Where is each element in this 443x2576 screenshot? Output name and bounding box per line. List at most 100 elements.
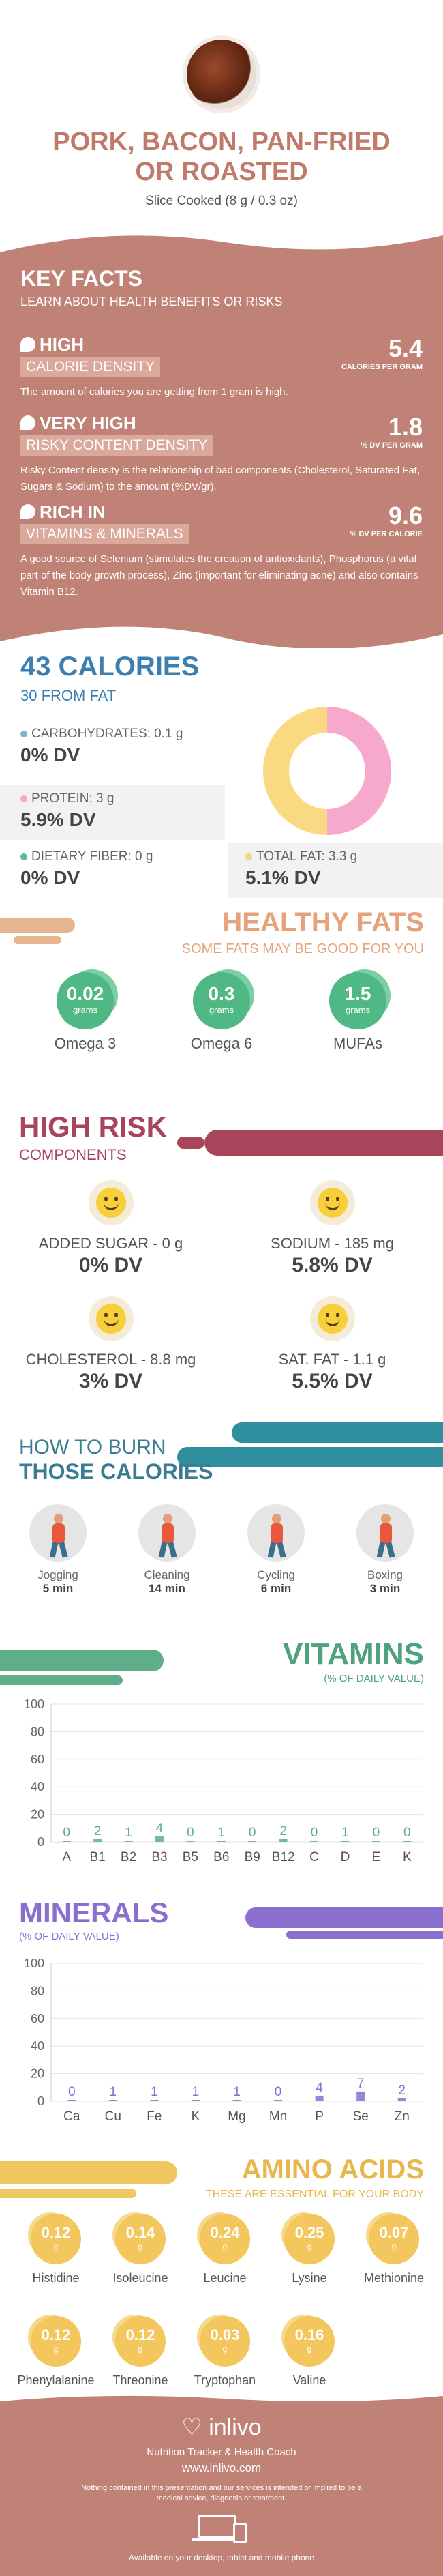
heart-icon: ♡ (181, 2414, 202, 2440)
burn-activity: Boxing (367, 1568, 403, 1581)
nutrient-protein: PROTEIN: 3 g 5.9% DV (0, 785, 225, 840)
amino-badge: 0.24 g (200, 2214, 250, 2264)
decor-stripe (0, 1675, 123, 1685)
amino-item: 0.14 g Isoleucine (98, 2214, 183, 2285)
burn-time: 3 min (369, 1582, 401, 1595)
high-risk-subtitle: COMPONENTS (19, 1146, 127, 1163)
x-tick-label: K (403, 1850, 412, 1864)
bar (124, 1840, 133, 1842)
key-fact-item: VERY HIGH RISKY CONTENT DENSITY 1.8% DV PE… (20, 413, 423, 495)
decor-stripe (0, 1650, 164, 1671)
burn-time: 6 min (260, 1582, 292, 1595)
bar (248, 1841, 257, 1842)
amino-item: 0.12 g Threonine (98, 2316, 183, 2388)
bar-value-label: 0 (403, 1826, 411, 1840)
bar-value-label: 4 (316, 2081, 323, 2095)
amino-item: 0.24 g Leucine (183, 2214, 267, 2285)
healthy-fat-badge: 0.02 grams (57, 972, 114, 1029)
bar (356, 2091, 365, 2101)
bullet-icon (20, 853, 27, 860)
amino-badge: 0.16 g (284, 2316, 335, 2367)
brand-tagline: Nutrition Tracker & Health Coach (147, 2446, 296, 2458)
vitamins-section: VITAMINS (% OF DAILY VALUE) 0 20 40 60 80 100… (0, 1630, 443, 1883)
decor-stripe (286, 1931, 443, 1939)
nutrient-fat: TOTAL FAT: 3.3 g 5.1% DV (228, 843, 443, 898)
risk-dv: 3% DV (78, 1370, 143, 1392)
key-fact-unit: CALORIES PER GRAM (341, 363, 423, 371)
risk-dv: 5.8% DV (292, 1254, 373, 1276)
healthy-fat-item: 0.3 grams Omega 6 (177, 972, 266, 1053)
x-tick-label: Se (353, 2109, 369, 2124)
decor-stripe (177, 1447, 443, 1467)
bar (310, 1841, 319, 1842)
bullet-icon (245, 853, 252, 860)
bar (67, 2100, 76, 2101)
amino-value: 0.07 (379, 2224, 409, 2241)
bar (341, 1840, 350, 1842)
nutrient-label: PROTEIN: 3 g (31, 791, 114, 806)
header: PORK, BACON, PAN-FRIED OR ROASTED Slice … (0, 0, 443, 225)
bar-value-label: 7 (357, 2077, 365, 2091)
key-fact-level: RICH IN (20, 501, 423, 523)
cycling-icon (247, 1504, 305, 1562)
grin-face-icon (88, 1180, 134, 1225)
healthy-fat-unit: grams (72, 1005, 98, 1015)
devices-text: Available on your desktop, tablet and mo… (129, 2553, 314, 2562)
x-tick-label: A (62, 1850, 71, 1864)
minerals-subtitle: (% OF DAILY VALUE) (19, 1931, 119, 1942)
nutrient-label: TOTAL FAT: 3.3 g (256, 849, 358, 864)
bar (186, 1841, 195, 1842)
amino-unit: g (391, 2242, 397, 2251)
page-title: PORK, BACON, PAN-FRIED OR ROASTED (52, 128, 391, 186)
risk-item: ADDED SUGAR - 0 g 0% DV (0, 1180, 222, 1277)
amino-value: 0.12 (125, 2326, 155, 2343)
amino-value: 0.16 (294, 2326, 324, 2343)
brand-url[interactable]: www.inlivo.com (181, 2461, 262, 2474)
healthy-fat-label: Omega 6 (190, 1035, 253, 1052)
boxing-icon (356, 1504, 414, 1562)
key-fact-unit: % DV PER CALORIE (350, 530, 423, 538)
burn-time: 5 min (42, 1582, 74, 1595)
leaf-icon (20, 504, 35, 519)
amino-unit: g (222, 2344, 228, 2354)
brand-logo: ♡ inlivo (0, 2414, 443, 2441)
bar (62, 1841, 71, 1842)
minerals-bar-chart: 0 20 40 60 80 100 0 Ca 1 Cu 1 Fe 1 K 1 Mg 0 Mn 4 P 7 Se 2 Zn (24, 1957, 423, 2124)
footer: ♡ inlivo Nutrition Tracker & Health Coac… (0, 2395, 443, 2576)
healthy-fats-section: HEALTHY FATS SOME FATS MAY BE GOOD FOR Y… (0, 901, 443, 1071)
decor-stripe (0, 2161, 177, 2184)
x-tick-label: B6 (213, 1850, 229, 1864)
healthy-fat-badge: 0.3 grams (193, 972, 250, 1029)
bar-value-label: 2 (398, 2083, 406, 2098)
y-tick-label: 20 (31, 2067, 44, 2081)
macro-donut-chart (263, 707, 391, 835)
risk-dv: 5.5% DV (292, 1370, 373, 1392)
amino-badge: 0.12 g (115, 2316, 166, 2367)
amino-unit: g (222, 2242, 228, 2251)
risk-label: ADDED SUGAR - 0 g (38, 1235, 183, 1252)
x-tick-label: P (315, 2109, 324, 2124)
bar (371, 1841, 380, 1842)
healthy-fat-value: 0.02 (66, 983, 104, 1004)
bar-value-label: 2 (94, 1824, 102, 1839)
bar-value-label: 0 (275, 2085, 282, 2099)
bullet-icon (20, 795, 27, 802)
y-tick-label: 80 (31, 1984, 44, 1997)
amino-item: 0.16 g Valine (267, 2316, 352, 2388)
bar (232, 2099, 241, 2101)
warning-icon (20, 415, 35, 430)
key-fact-level-text: RICH IN (40, 501, 106, 522)
bar (155, 1836, 164, 1842)
nutrient-dv: 0% DV (20, 867, 80, 888)
amino-item: 0.03 g Tryptophan (183, 2316, 267, 2388)
amino-label: Tryptophan (194, 2373, 256, 2387)
y-tick-label: 60 (31, 2012, 44, 2025)
key-fact-description: The amount of calories you are getting f… (20, 386, 288, 398)
bar-value-label: 0 (63, 1826, 70, 1840)
bar-value-label: 0 (249, 1826, 256, 1840)
y-tick-label: 0 (37, 1835, 44, 1849)
amino-subtitle: THESE ARE ESSENTIAL FOR YOUR BODY (205, 2189, 424, 2200)
brand-name: inlivo (209, 2414, 262, 2440)
amino-unit: g (138, 2242, 143, 2251)
calories-subtitle: 30 FROM FAT (20, 687, 117, 704)
